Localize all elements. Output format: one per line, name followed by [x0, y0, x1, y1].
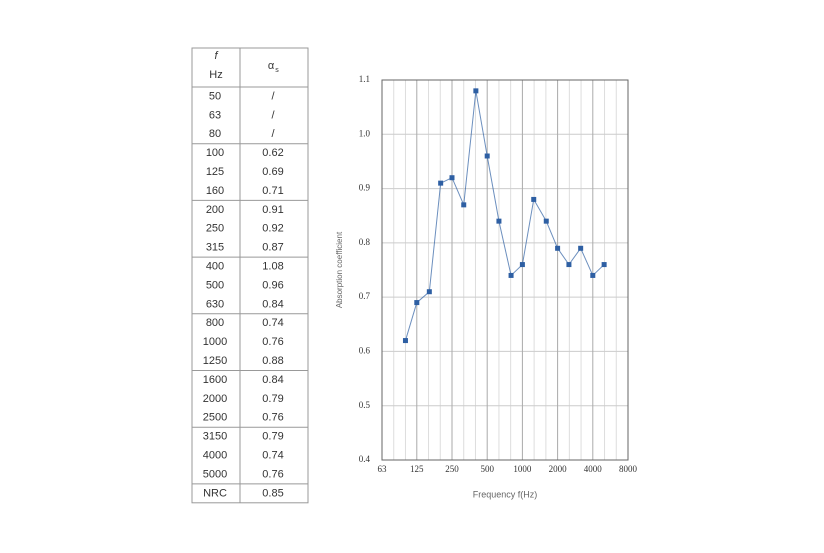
table-cell: 100: [206, 147, 224, 159]
y-tick-label: 0.7: [359, 291, 371, 301]
y-tick-label: 0.6: [359, 345, 371, 355]
data-point: [531, 196, 537, 202]
table-cell: 1250: [203, 355, 227, 367]
data-point: [449, 175, 455, 181]
y-tick-label: 0.8: [359, 237, 371, 247]
table-cell: 0.74: [262, 449, 283, 461]
table-cell: 2000: [203, 393, 227, 405]
y-tick-label: 1.1: [359, 74, 370, 84]
table-cell: 63: [209, 109, 221, 121]
header-freq-unit: Hz: [209, 69, 222, 81]
table-cell: 0.87: [262, 242, 283, 254]
data-point: [484, 153, 490, 159]
y-tick-label: 1.0: [359, 128, 371, 138]
x-tick-label: 1000: [513, 464, 532, 474]
table-cell: 0.76: [262, 336, 283, 348]
table-cell: 2500: [203, 412, 227, 424]
data-point: [426, 289, 432, 295]
x-axis-label: Frequency f(Hz): [473, 489, 538, 499]
plot-frame: [381, 79, 629, 461]
series-line: [404, 90, 605, 341]
x-tick-label: 125: [410, 464, 424, 474]
table-cell: 0.76: [262, 412, 283, 424]
table-cell: NRC: [203, 487, 227, 499]
table-cell: 250: [206, 223, 224, 235]
data-point: [555, 245, 561, 251]
data-point: [566, 262, 572, 268]
table-cell: 125: [206, 166, 224, 178]
header-freq: f: [214, 50, 218, 62]
table-cell: 0.62: [262, 147, 283, 159]
table-cell: 0.74: [262, 317, 283, 329]
data-point: [414, 300, 420, 306]
table-cell: 200: [206, 204, 224, 216]
table-cell: 0.92: [262, 223, 283, 235]
data-point: [508, 272, 514, 278]
x-tick-label: 8000: [619, 464, 638, 474]
table-cell: 5000: [203, 468, 227, 480]
table-cell: 400: [206, 260, 224, 272]
table-cell: /: [271, 90, 275, 102]
table-cell: 0.71: [262, 185, 283, 197]
data-point: [543, 218, 549, 224]
table-cell: 160: [206, 185, 224, 197]
data-point: [402, 338, 408, 344]
y-tick-label: 0.5: [359, 400, 371, 410]
table-cell: /: [271, 109, 275, 121]
y-tick-label: 0.4: [359, 454, 371, 464]
x-tick-label: 500: [480, 464, 494, 474]
table-cell: 4000: [203, 449, 227, 461]
data-point: [496, 218, 502, 224]
header-alpha-sub: s: [275, 67, 279, 74]
data-point: [461, 202, 467, 208]
table-cell: 630: [206, 298, 224, 310]
table-cell: 1600: [203, 374, 227, 386]
table-cell: 0.96: [262, 279, 283, 291]
table-cell: 0.69: [262, 166, 283, 178]
x-tick-label: 63: [378, 464, 388, 474]
y-axis-label: Absorption coefficient: [335, 231, 344, 308]
table-cell: /: [271, 128, 275, 140]
x-tick-label: 4000: [584, 464, 603, 474]
table-cell: 315: [206, 242, 224, 254]
table-cell: 0.79: [262, 393, 283, 405]
data-point: [438, 180, 444, 186]
data-point: [519, 262, 525, 268]
table-cell: 80: [209, 128, 221, 140]
table-cell: 500: [206, 279, 224, 291]
header-alpha: α: [268, 60, 275, 72]
data-point: [473, 88, 479, 94]
x-tick-label: 2000: [549, 464, 568, 474]
table-cell: 0.84: [262, 374, 283, 386]
table-border: [191, 47, 309, 504]
table-cell: 0.88: [262, 355, 283, 367]
table-cell: 0.79: [262, 431, 283, 443]
table-cell: 800: [206, 317, 224, 329]
table-cell: 0.76: [262, 468, 283, 480]
data-point: [578, 245, 584, 251]
table-cell: 0.91: [262, 204, 283, 216]
data-point: [601, 262, 607, 268]
table-cell: 0.84: [262, 298, 283, 310]
data-point: [590, 272, 596, 278]
x-tick-label: 250: [445, 464, 459, 474]
y-tick-label: 0.9: [359, 183, 371, 193]
table-cell: 0.85: [262, 487, 283, 499]
table-cell: 1000: [203, 336, 227, 348]
table-cell: 1.08: [262, 260, 283, 272]
table-cell: 50: [209, 90, 221, 102]
table-cell: 3150: [203, 431, 227, 443]
